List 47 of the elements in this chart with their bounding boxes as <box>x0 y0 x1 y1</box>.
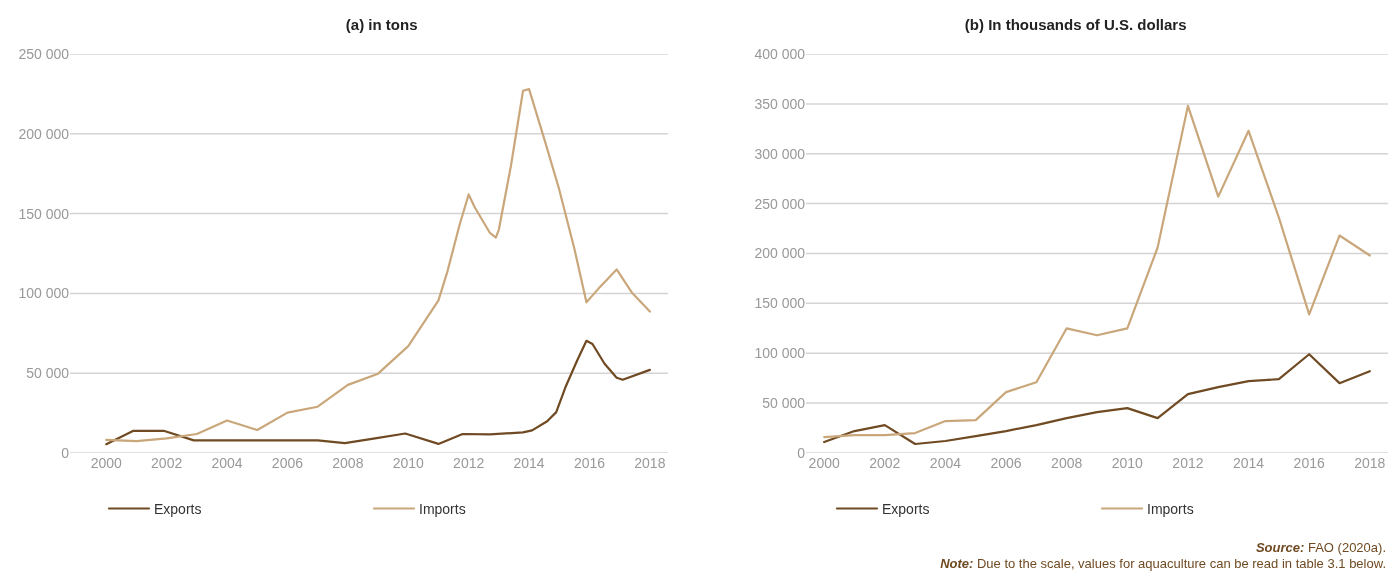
x-tick-label: 2000 <box>90 455 123 471</box>
y-tick-label: 150 000 <box>754 295 806 312</box>
x-tick-label: 2006 <box>271 455 304 471</box>
x-tick-label: 2006 <box>990 455 1022 471</box>
line-series <box>823 353 1371 446</box>
x-tick-label: 2012 <box>1172 455 1204 471</box>
chart-title: (b) In thousands of U.S. dollars <box>964 15 1187 33</box>
y-tick-label: 100 000 <box>754 345 806 362</box>
x-tick-label: 2016 <box>573 455 606 471</box>
x-tick-label: 2002 <box>151 455 183 471</box>
y-tick-label: 250 000 <box>754 195 806 212</box>
y-tick-label: 0 <box>797 444 806 461</box>
x-tick-label: 2008 <box>1051 455 1083 471</box>
x-tick-label: 2010 <box>1111 455 1144 471</box>
line-series <box>105 339 651 446</box>
x-tick-label: 2000 <box>808 455 840 471</box>
x-tick-label: 2016 <box>1293 455 1325 471</box>
x-tick-label: 2008 <box>332 455 364 471</box>
x-tick-label: 2010 <box>392 455 425 471</box>
y-tick-label: 50 000 <box>762 395 806 412</box>
y-tick-label: 0 <box>61 444 70 461</box>
legend-label: Exports <box>882 500 930 517</box>
legend-label: Imports <box>1147 500 1194 517</box>
line-series <box>105 88 651 443</box>
y-tick-label: 350 000 <box>754 95 806 112</box>
x-tick-label: 2012 <box>453 455 485 471</box>
x-tick-label: 2014 <box>1232 455 1265 471</box>
x-tick-label: 2018 <box>1354 455 1386 471</box>
y-tick-label: 250 000 <box>18 45 70 62</box>
y-tick-label: 200 000 <box>754 245 806 262</box>
x-tick-label: 2004 <box>929 455 962 471</box>
chart-title: (a) in tons <box>345 15 418 33</box>
y-tick-label: 50 000 <box>26 365 70 382</box>
x-tick-label: 2014 <box>513 455 545 471</box>
source-note: Source: FAO (2020a). <box>1255 540 1386 555</box>
line-series <box>823 104 1371 439</box>
y-tick-label: 150 000 <box>18 205 70 222</box>
x-tick-label: 2018 <box>634 455 666 471</box>
y-tick-label: 400 000 <box>754 45 806 62</box>
x-tick-label: 2004 <box>211 455 243 471</box>
text: Note: Due to the scale, values for aquaculture can be read in table 3.1 below. <box>940 556 1386 571</box>
y-tick-label: 300 000 <box>754 145 806 162</box>
legend-label: Exports <box>154 500 202 517</box>
y-tick-label: 200 000 <box>18 125 70 142</box>
x-tick-label: 2002 <box>869 455 901 471</box>
y-tick-label: 100 000 <box>18 285 70 302</box>
legend-label: Imports <box>419 500 466 517</box>
